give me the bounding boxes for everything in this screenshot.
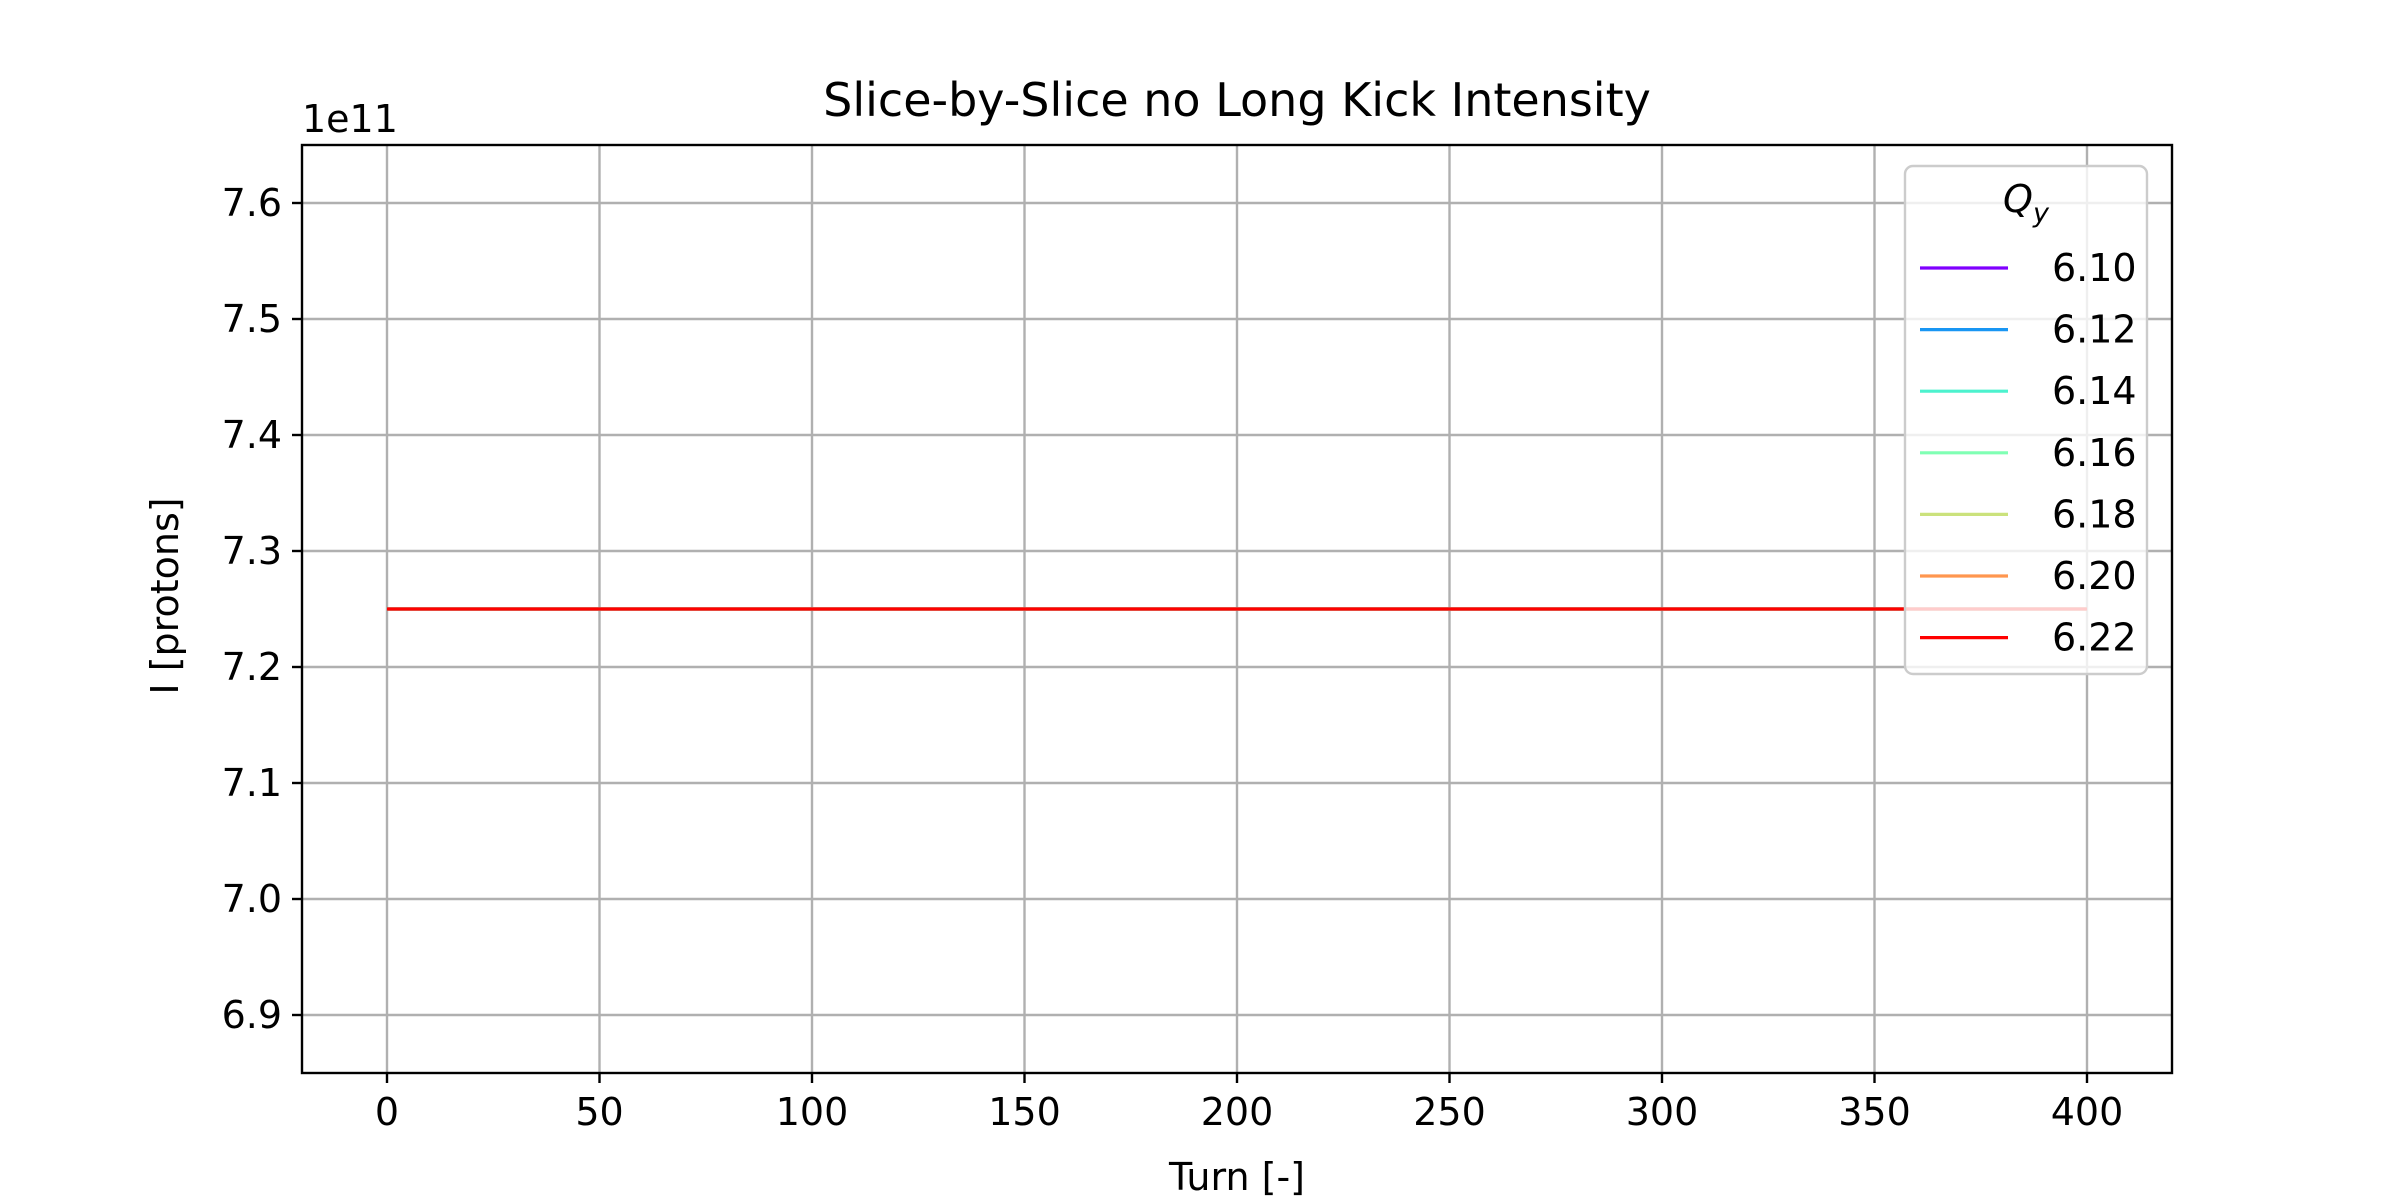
legend-label: 6.16 [2052,431,2137,475]
y-axis-offset-label: 1e11 [302,97,398,141]
y-axis-title: I [protons] [143,497,187,694]
legend-label: 6.10 [2052,246,2137,290]
chart-title: Slice-by-Slice no Long Kick Intensity [823,73,1651,127]
legend-label: 6.22 [2052,616,2137,660]
legend-title-sub: y [2032,198,2050,229]
x-axis-title: Turn [-] [1168,1155,1305,1199]
legend-entries: 6.10 6.12 6.14 6.16 6.18 6.20 6.22 [1920,246,2137,660]
x-tick-label: 300 [1626,1090,1699,1134]
x-tick-label: 200 [1201,1090,1274,1134]
x-tick-label: 250 [1413,1090,1486,1134]
legend: Qy 6.10 6.12 6.14 6.16 6.18 6.20 6.22 [1903,164,2149,676]
y-tick-label: 7.6 [222,181,282,225]
y-tick-label: 7.4 [222,413,282,457]
legend-label: 6.14 [2052,369,2137,413]
x-tick-label: 400 [2051,1090,2124,1134]
x-tick-label: 350 [1838,1090,1911,1134]
y-tick-label: 7.5 [222,297,282,341]
legend-label: 6.18 [2052,492,2137,536]
y-tick-label: 6.9 [222,993,282,1037]
legend-title: Qy [2003,177,2050,229]
y-tick-label: 7.1 [222,761,282,805]
axis-ticks: 0 50 100 150 200 250 300 350 400 6.9 7.0 7.1 7.2 7.3 7… [222,181,2124,1134]
legend-label: 6.12 [2052,308,2137,352]
legend-label: 6.20 [2052,554,2137,598]
x-tick-label: 50 [575,1090,623,1134]
x-tick-label: 150 [988,1090,1061,1134]
x-tick-label: 0 [375,1090,399,1134]
y-tick-label: 7.3 [222,529,282,573]
y-tick-label: 7.0 [222,877,282,921]
y-tick-label: 7.2 [222,645,282,689]
legend-title-main: Q [2003,177,2033,221]
x-tick-label: 100 [776,1090,849,1134]
legend-box [1903,164,2149,676]
